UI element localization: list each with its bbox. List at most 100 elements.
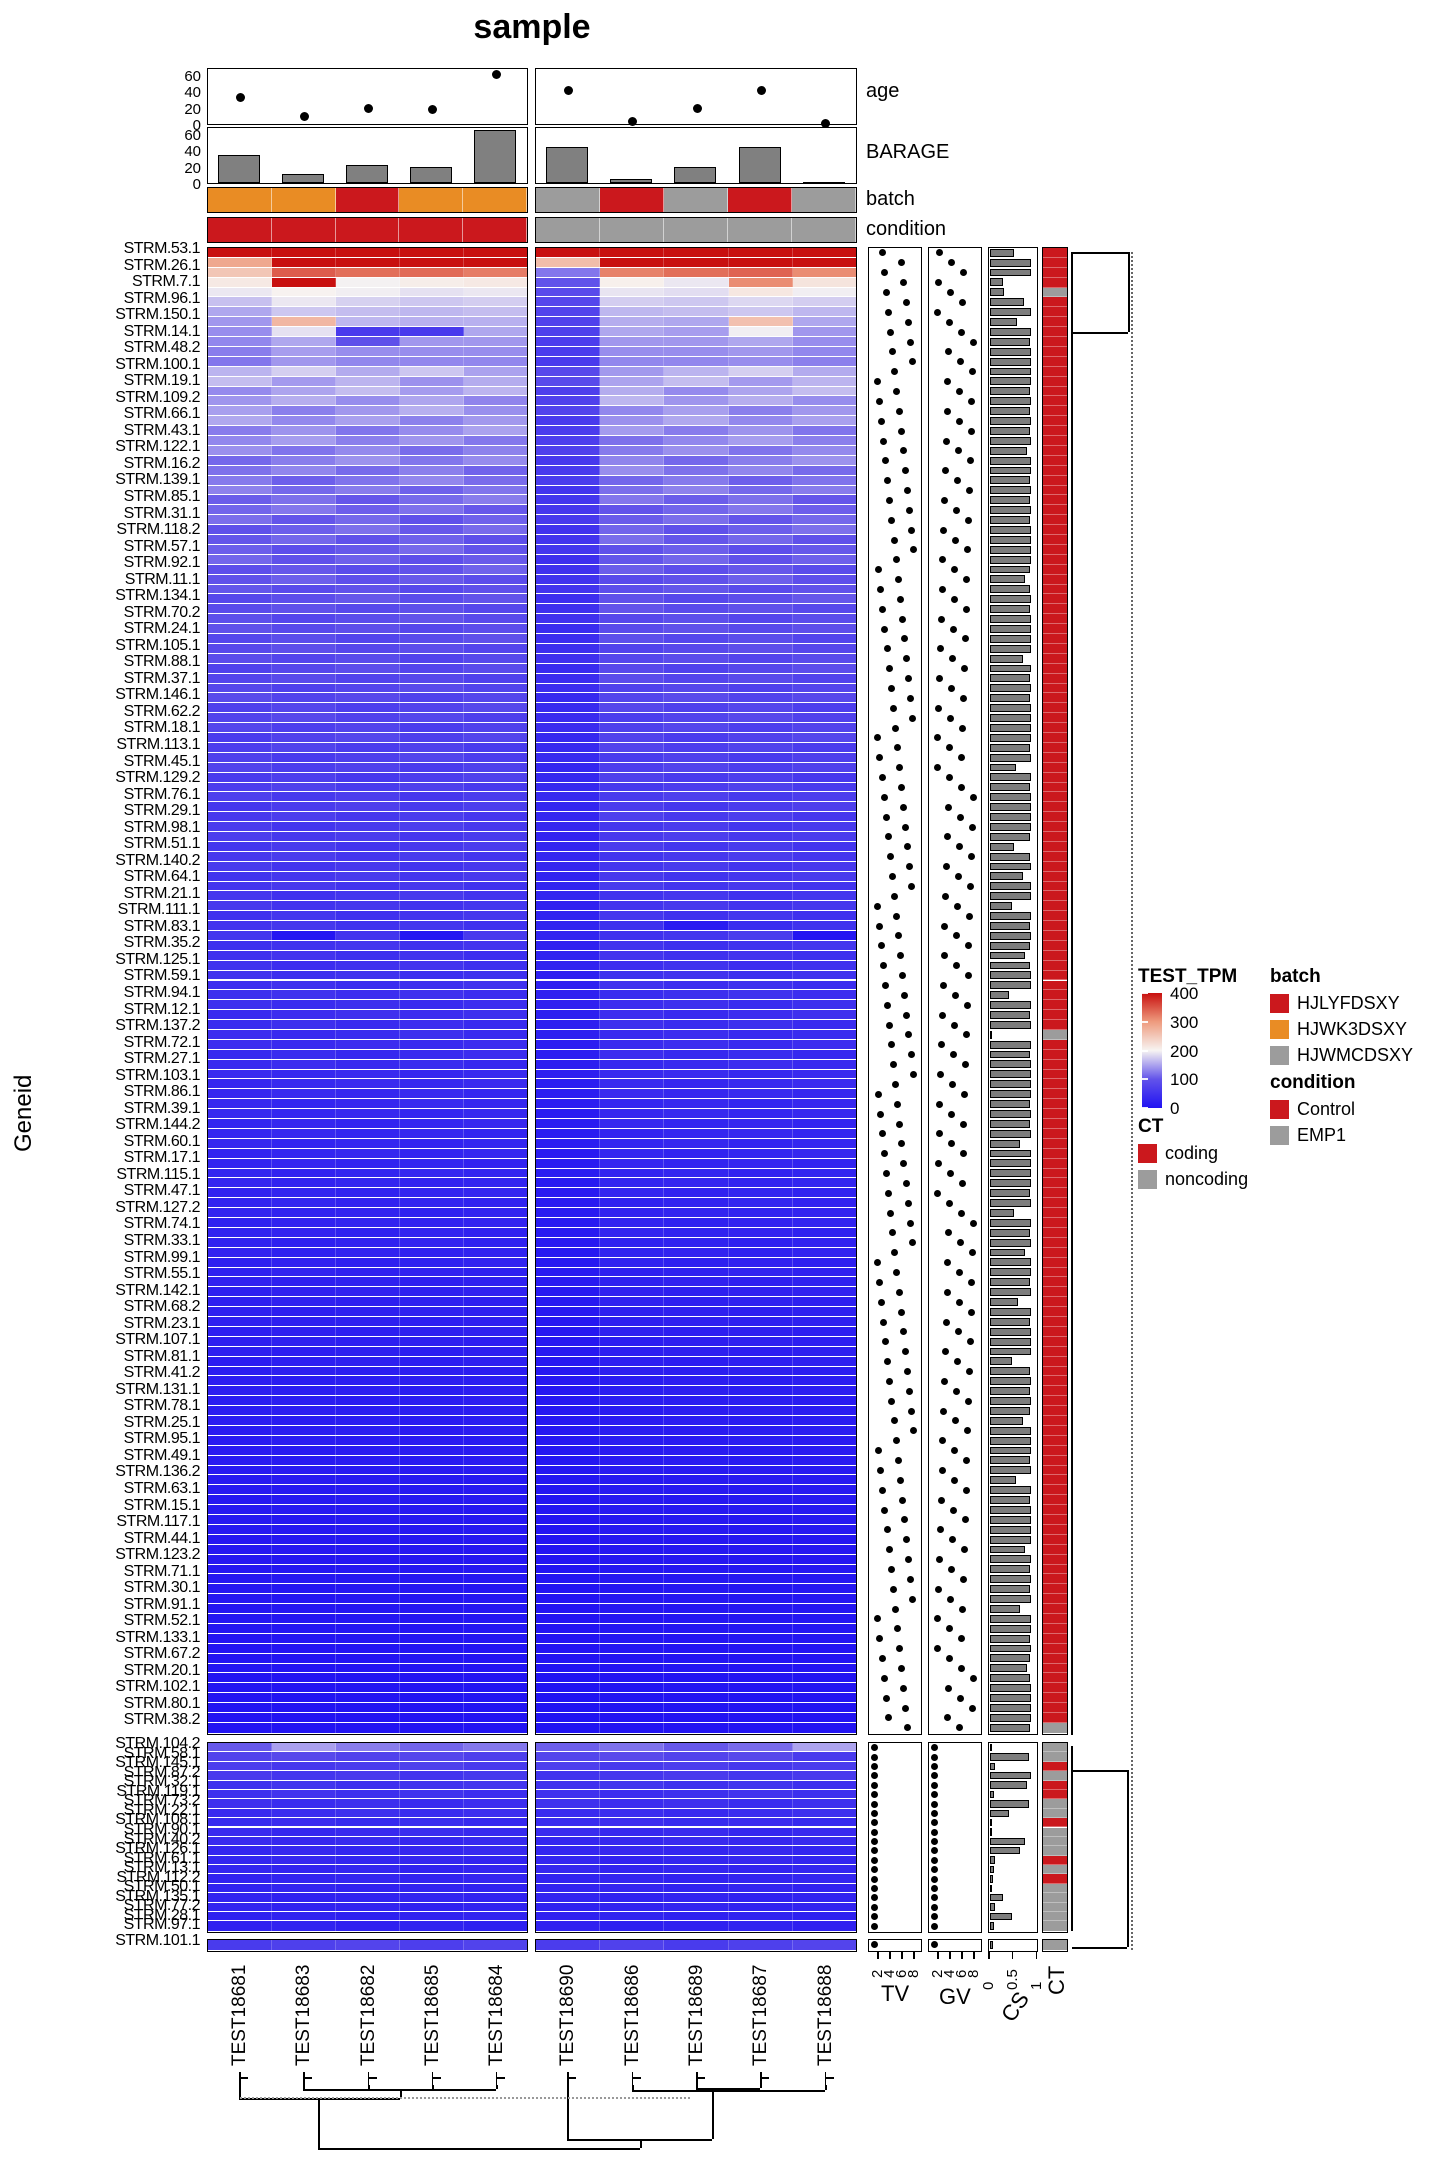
- heatmap-row: [208, 346, 527, 357]
- heatmap-cell: [536, 1752, 601, 1761]
- heatmap-cell: [336, 1912, 400, 1921]
- column-dendrogram-segment: [368, 2085, 370, 2089]
- heatmap-cell: [664, 1921, 729, 1931]
- cs-bar: [989, 337, 1031, 346]
- heatmap-cell: [208, 772, 272, 782]
- heatmap-cell: [792, 475, 857, 485]
- heatmap-cell: [536, 465, 601, 475]
- ct-cell: [1043, 931, 1067, 941]
- heatmap-cell: [464, 752, 527, 762]
- row-label: STRM.74.1: [123, 1215, 201, 1233]
- heatmap-cell: [400, 1406, 464, 1416]
- heatmap-cell: [464, 742, 527, 752]
- heatmap-cell: [208, 317, 272, 327]
- heatmap-row: [208, 1722, 527, 1733]
- tv-dot: [871, 1762, 879, 1770]
- heatmap-cell: [536, 1515, 601, 1524]
- row-label: STRM.29.1: [123, 802, 201, 820]
- heatmap-cell: [336, 307, 400, 317]
- heatmap-cell: [208, 683, 272, 693]
- heatmap-cell: [272, 881, 336, 891]
- heatmap-cell: [536, 1010, 601, 1020]
- heatmap-cell: [664, 436, 729, 445]
- cs-bar: [989, 1496, 1031, 1504]
- heatmap-row: [208, 1673, 527, 1684]
- tv-dot: [904, 1199, 912, 1207]
- heatmap-row: [536, 1416, 857, 1426]
- heatmap-cell: [728, 673, 793, 683]
- tv-dot: [904, 843, 912, 851]
- heatmap-cell: [728, 1128, 793, 1138]
- heatmap-cell: [272, 1049, 336, 1059]
- gv-dot: [934, 1189, 941, 1197]
- heatmap-cell: [536, 1940, 601, 1950]
- gv-dot: [956, 1694, 964, 1702]
- heatmap-cell: [336, 802, 400, 812]
- heatmap-cell: [208, 1808, 272, 1818]
- heatmap-cell: [792, 1119, 857, 1128]
- heatmap-cell: [336, 1643, 400, 1653]
- heatmap-cell: [272, 1808, 336, 1818]
- heatmap-cell: [792, 1138, 857, 1148]
- heatmap-cell: [272, 366, 336, 376]
- cs-bar: [989, 1753, 1030, 1761]
- gv-dot: [945, 348, 953, 356]
- heatmap-cell: [464, 594, 527, 604]
- heatmap-cell: [792, 1574, 857, 1584]
- heatmap-cell: [664, 1366, 729, 1376]
- heatmap-cell: [464, 535, 527, 544]
- heatmap-cell: [208, 455, 272, 465]
- heatmap-cell: [336, 1799, 400, 1808]
- heatmap-cell: [208, 465, 272, 475]
- heatmap-cell: [400, 277, 464, 287]
- heatmap-cell: [600, 812, 665, 822]
- heatmap-cell: [664, 822, 729, 831]
- heatmap-cell: [664, 990, 729, 1000]
- heatmap-cell: [464, 1326, 527, 1336]
- heatmap-cell: [336, 1761, 400, 1771]
- heatmap-cell: [208, 376, 272, 386]
- heatmap-cell: [336, 673, 400, 683]
- heatmap-cell: [792, 376, 857, 386]
- gv-dot: [931, 1744, 939, 1752]
- gv-dot: [931, 1828, 939, 1836]
- heatmap-cell: [728, 366, 793, 376]
- heatmap-row: [208, 1049, 527, 1060]
- heatmap-cell: [792, 1653, 857, 1663]
- gv-dot: [944, 1259, 952, 1267]
- gv-dot: [931, 1903, 939, 1911]
- ct-cell: [1043, 1247, 1067, 1258]
- ct-cell: [1043, 970, 1067, 981]
- heatmap-cell: [272, 604, 336, 614]
- column-dendrogram-segment: [825, 2085, 827, 2090]
- heatmap-row: [208, 1544, 527, 1555]
- heatmap-cell: [536, 1534, 601, 1544]
- condition-cell: [271, 218, 336, 242]
- row-label: STRM.61.1: [123, 1849, 201, 1867]
- heatmap-cell: [336, 1752, 400, 1761]
- heatmap-cell: [400, 1604, 464, 1613]
- ct-cell: [1043, 1846, 1067, 1856]
- heatmap-cell: [400, 1208, 464, 1218]
- heatmap-cell: [272, 1227, 336, 1237]
- ct-cell: [1043, 1614, 1067, 1624]
- heatmap-cell: [664, 465, 729, 475]
- heatmap-cell: [272, 1208, 336, 1218]
- age-point: [492, 70, 502, 80]
- heatmap-row: [208, 1138, 527, 1149]
- row-label: STRM.7.1: [131, 273, 201, 291]
- cs-bar: [989, 882, 1031, 891]
- cs-bar: [989, 595, 1031, 604]
- heatmap-cell: [272, 1855, 336, 1865]
- heatmap-row: [208, 327, 527, 338]
- heatmap-cell: [792, 1544, 857, 1554]
- heatmap-row: [536, 1326, 857, 1337]
- heatmap-cell: [464, 960, 527, 970]
- heatmap-cell: [272, 1574, 336, 1584]
- heatmap-cell: [792, 1780, 857, 1789]
- ct-cell: [1043, 832, 1067, 842]
- heatmap-cell: [536, 436, 601, 445]
- cs-bar: [989, 931, 1031, 940]
- heatmap-row: [536, 1119, 857, 1129]
- tv-dot: [875, 566, 883, 574]
